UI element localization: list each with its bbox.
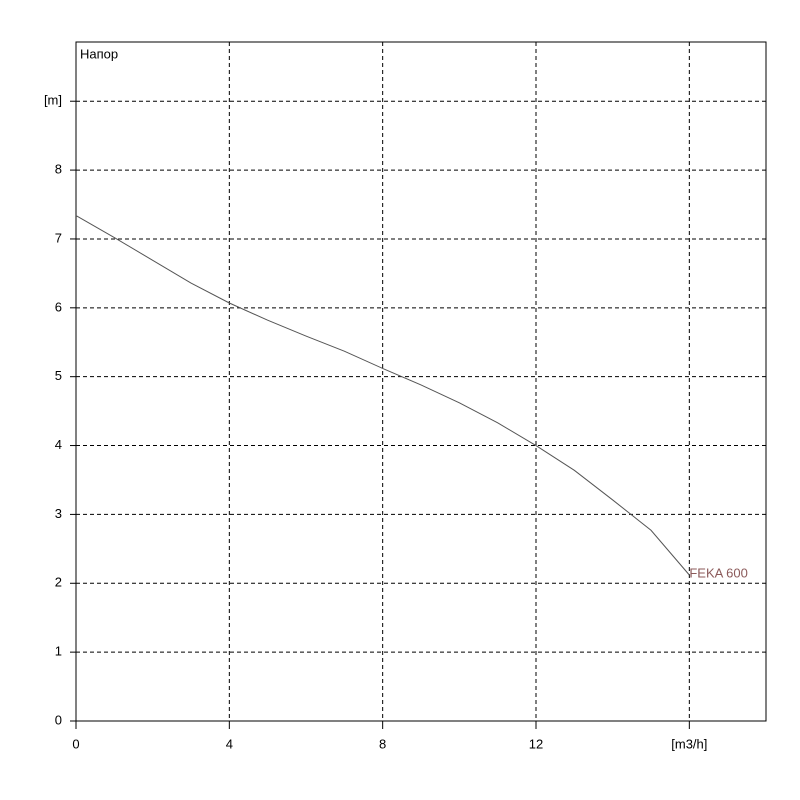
y-tick-label: 5 [55,368,62,383]
series-line [75,215,690,576]
x-tick-label: 4 [226,736,233,751]
y-tick-label: 1 [55,644,62,659]
x-tick-label: [m3/h] [671,736,707,751]
y-tick-label: 8 [55,162,62,177]
x-tick-label: 0 [72,736,79,751]
chart-title: Напор [80,46,118,61]
y-tick-label: 7 [55,230,62,245]
plot-frame [75,41,767,722]
y-tick-label: [m] [44,93,62,108]
y-tick-label: 0 [55,712,62,727]
y-tick-label: 2 [55,575,62,590]
y-tick-label: 4 [55,437,62,452]
x-tick-label: 12 [529,736,543,751]
y-tick-label: 6 [55,299,62,314]
series-label: FEKA 600 [689,565,748,580]
x-tick-label: 8 [379,736,386,751]
y-tick-label: 3 [55,506,62,521]
